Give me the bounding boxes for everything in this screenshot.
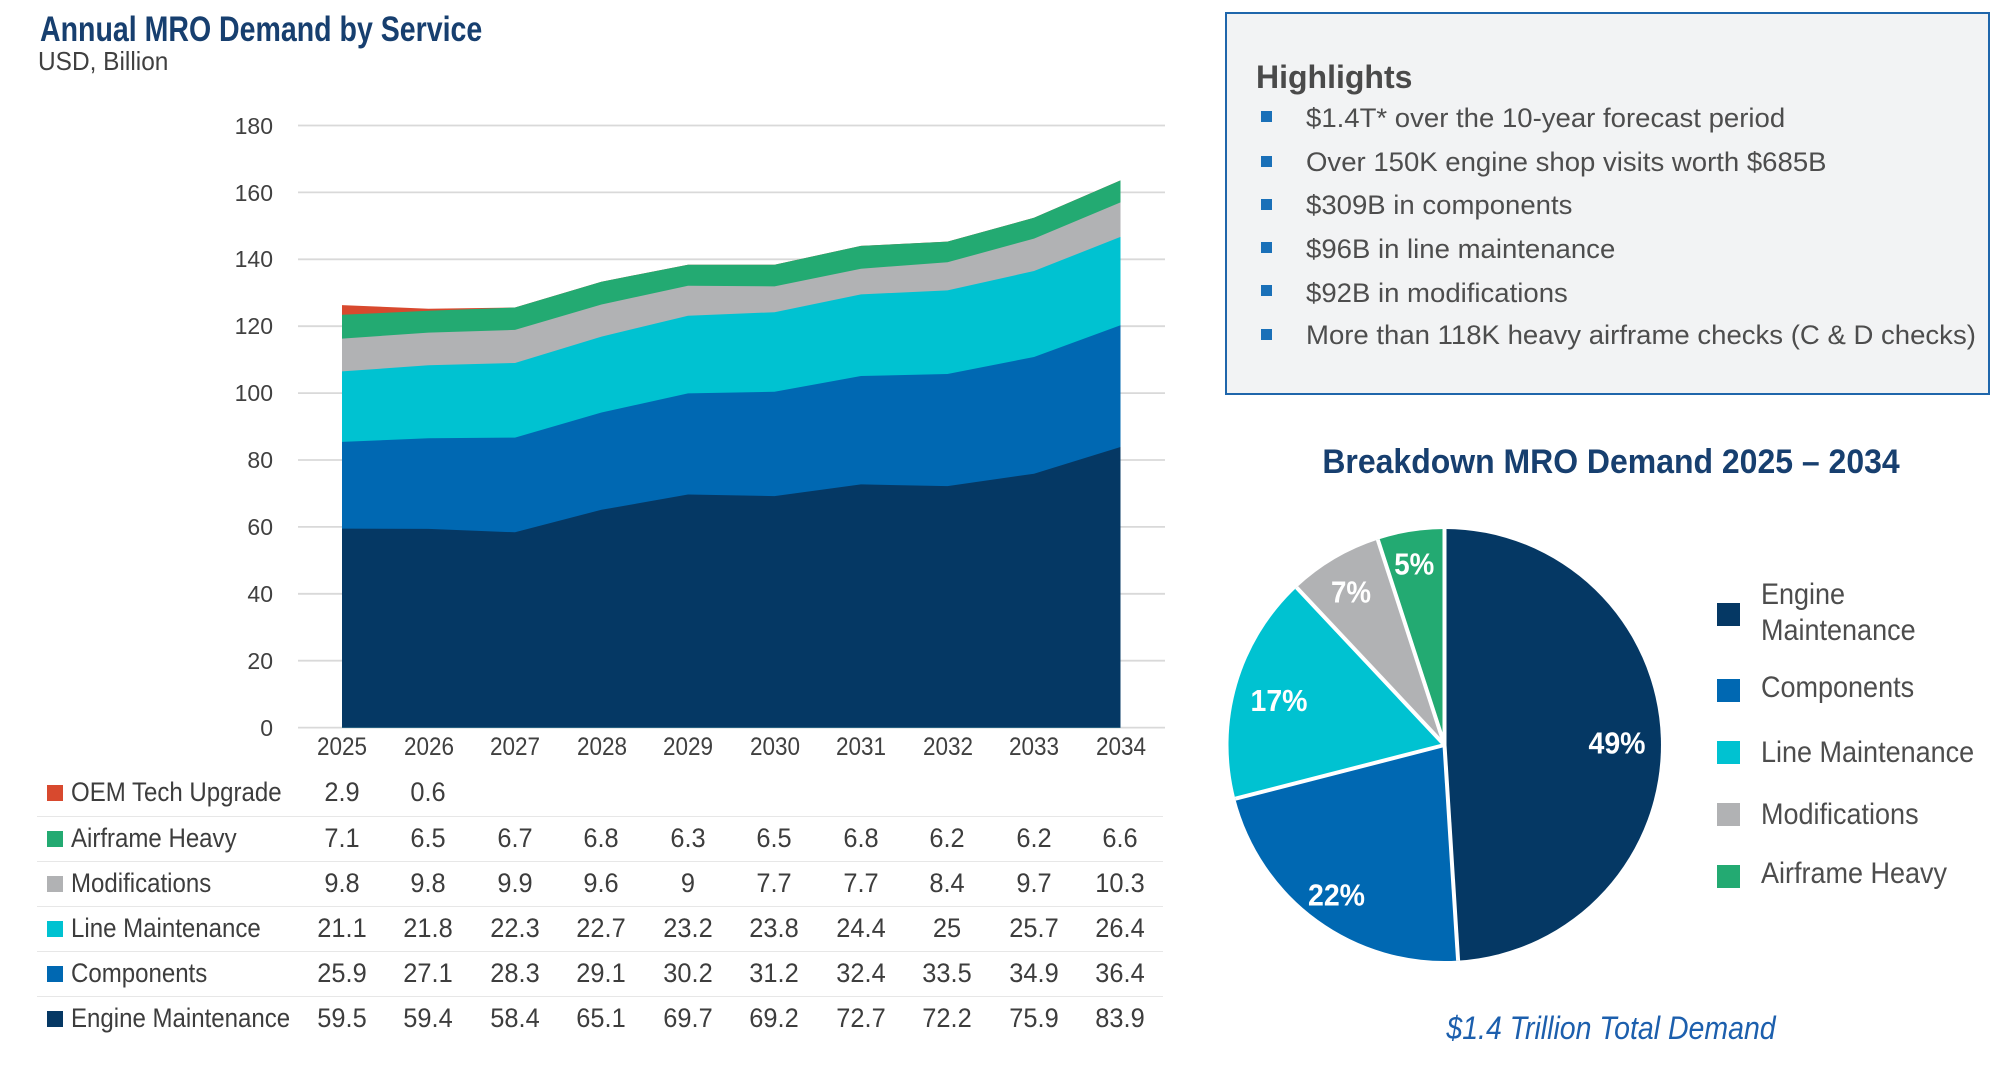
svg-text:7%: 7% xyxy=(1331,574,1371,609)
svg-text:5%: 5% xyxy=(1394,546,1434,581)
svg-text:49%: 49% xyxy=(1589,725,1646,760)
svg-text:17%: 17% xyxy=(1251,683,1308,718)
svg-text:22%: 22% xyxy=(1308,877,1365,912)
